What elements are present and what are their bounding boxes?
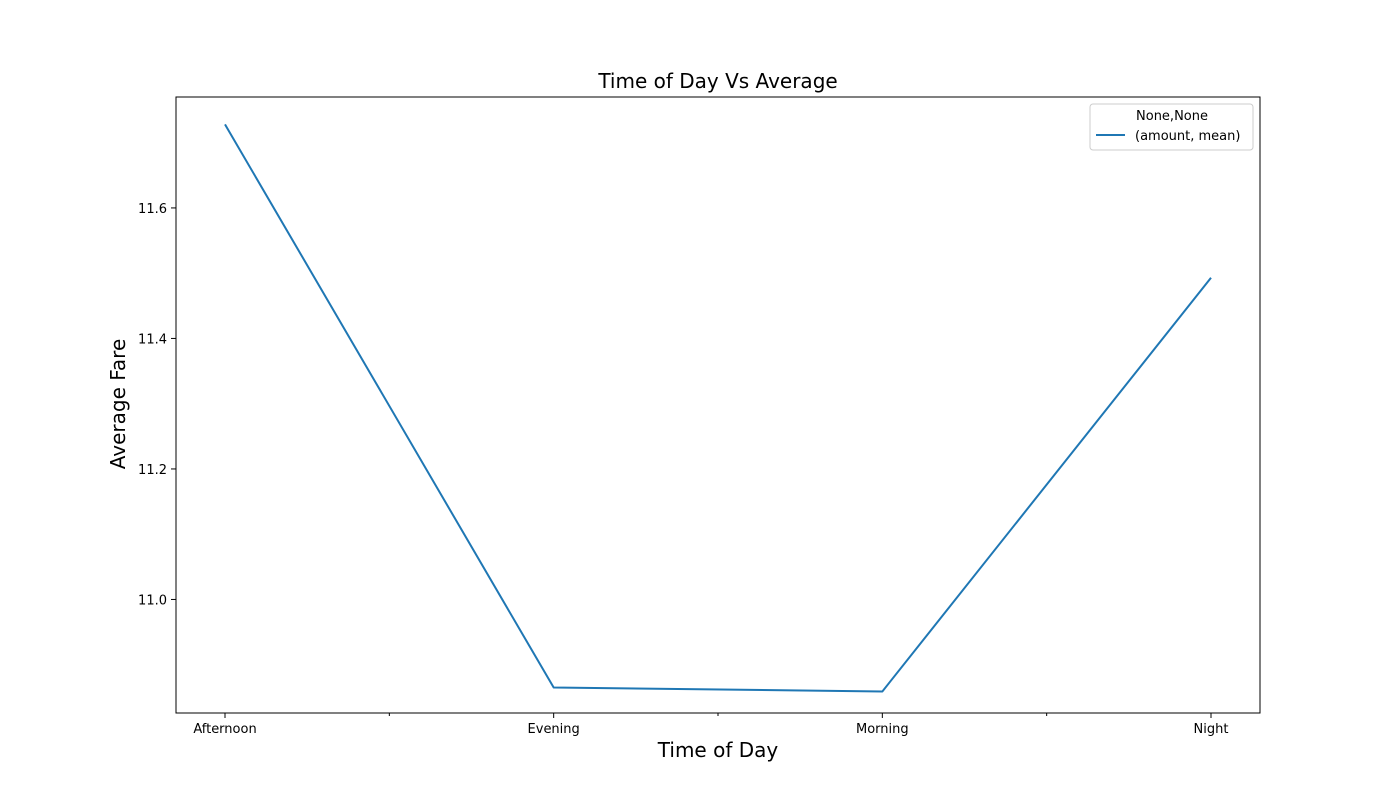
legend: None,None (amount, mean) <box>1090 104 1253 150</box>
chart-marks: Afternoon Evening Morning Night 11.0 11.2 11.4… <box>138 97 1260 737</box>
y-tick-label: 11.0 <box>138 593 167 608</box>
x-axis-label: Time of Day <box>657 738 779 762</box>
legend-entry: (amount, mean) <box>1135 129 1240 144</box>
y-axis-label: Average Fare <box>106 339 130 470</box>
chart-title: Time of Day Vs Average <box>597 69 837 93</box>
legend-title: None,None <box>1136 109 1208 124</box>
y-tick-label: 11.4 <box>138 332 167 347</box>
x-tick-label: Morning <box>856 722 909 737</box>
plot-frame <box>176 97 1260 713</box>
x-tick-label: Night <box>1194 722 1229 737</box>
x-tick-label: Afternoon <box>193 722 256 737</box>
series-line <box>225 124 1211 691</box>
y-tick-label: 11.6 <box>138 202 167 217</box>
x-tick-label: Evening <box>528 722 580 737</box>
y-tick-label: 11.2 <box>138 463 167 478</box>
